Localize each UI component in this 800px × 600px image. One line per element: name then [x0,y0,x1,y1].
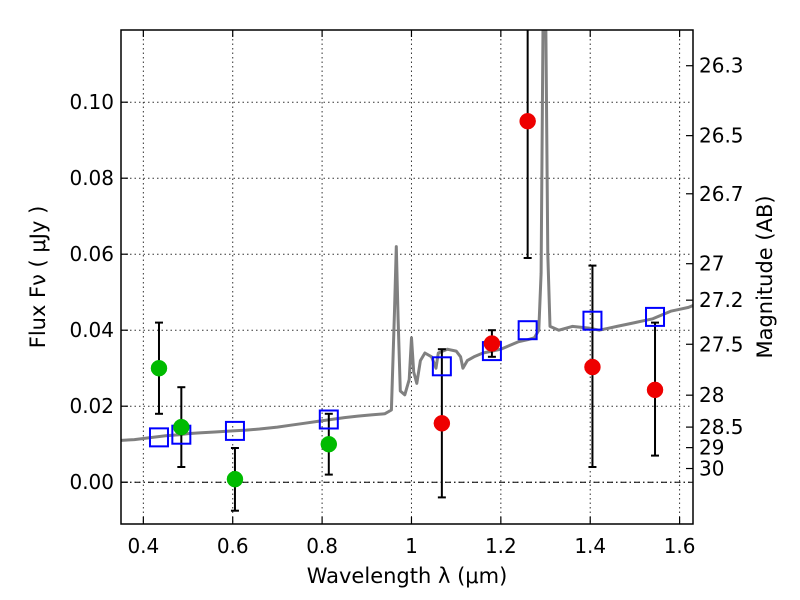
model-photometry-square [431,356,452,377]
magnitude-tick-label: 26.5 [699,124,744,148]
grid [121,30,693,524]
magnitude-tick-label: 26.7 [699,182,744,206]
observed-point [584,358,601,376]
y-tick-label: 0.08 [69,166,114,190]
x-tick-label: 1.4 [574,534,606,558]
model-photometry-square [148,427,169,448]
x-tick-label: 0.8 [306,534,338,558]
marker-layer [148,112,666,488]
magnitude-tick-label: 27 [699,252,724,276]
observed-point [433,415,451,432]
y-axis-title: Flux Fν ( μJy ) [26,206,50,349]
observed-point [320,435,338,453]
model-photometry-square [224,420,245,441]
plot-frame [120,29,694,525]
y2-axis-title: Magnitude (AB) [753,195,777,358]
observed-point [226,470,244,488]
magnitude-tick-label: 28.5 [699,415,744,439]
errorbar-layer [154,30,660,512]
magnitude-tick-label: 27.5 [699,332,744,356]
x-tick-label: 0.6 [217,534,249,558]
magnitude-tick-label: 28 [699,383,724,407]
x-axis-title: Wavelength λ (μm) [307,564,508,588]
x-tick-label: 1 [405,534,418,558]
observed-point [150,359,168,377]
model-photometry-square [318,409,339,430]
y-tick-label: 0.04 [69,318,114,342]
model-photometry-square [582,310,603,331]
observed-point [519,112,536,130]
observed-point [646,381,664,399]
y-tick-label: 0.02 [69,394,114,418]
y-tick-label: 0.00 [69,470,114,494]
magnitude-tick-label: 26.3 [699,54,744,78]
magnitude-tick-label: 29 [699,436,724,460]
magnitude-tick-label: 30 [699,457,724,481]
y-axis: 0.00 0.02 0.04 0.06 0.08 0.10 [69,90,128,494]
model-photometry-square [517,320,538,341]
magnitude-tick-label: 27.2 [699,288,744,312]
observed-point [483,335,501,352]
spectrum-line [121,30,693,442]
y-tick-label: 0.10 [69,90,114,114]
x-tick-label: 0.4 [127,534,159,558]
x-axis: 0.4 0.6 0.8 1 1.2 1.4 1.6 [127,30,696,558]
model-photometry-square [645,306,666,327]
y-tick-label: 0.06 [69,242,114,266]
observed-point [173,418,190,436]
x-tick-label: 1.2 [485,534,517,558]
x-tick-label: 1.6 [664,534,696,558]
spectrum-layer [121,30,693,442]
